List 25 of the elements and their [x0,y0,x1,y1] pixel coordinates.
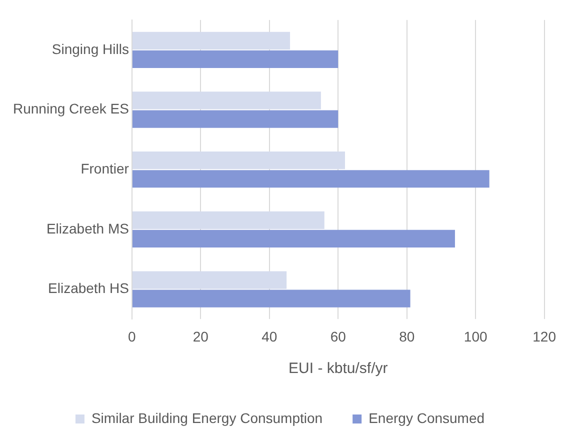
x-tick-label: 0 [128,328,136,344]
y-tick-label: Elizabeth HS [48,280,129,296]
x-tick-label: 20 [192,328,209,344]
bar [132,230,455,248]
bar [132,32,290,50]
y-tick-label: Elizabeth MS [46,220,129,236]
legend-label: Similar Building Energy Consumption [91,410,323,426]
bar [132,211,324,229]
bar [132,92,321,110]
y-tick-label: Frontier [80,160,130,176]
x-tick-label: 40 [262,328,278,344]
y-tick-label: Running Creek ES [13,100,129,117]
x-axis-title: EUI - kbtu/sf/yr [288,360,388,378]
bar [132,50,338,68]
bar [132,152,346,170]
x-tick-label: 80 [399,328,415,344]
x-tick-label: 100 [464,328,488,344]
x-tick-label: 60 [330,328,346,344]
y-tick-label: Singing Hills [52,40,129,57]
legend-label: Energy Consumed [368,410,485,426]
x-tick-label: 120 [532,328,556,344]
bar [132,110,338,128]
bar [132,271,287,289]
bar [132,170,490,188]
bar [132,290,410,308]
